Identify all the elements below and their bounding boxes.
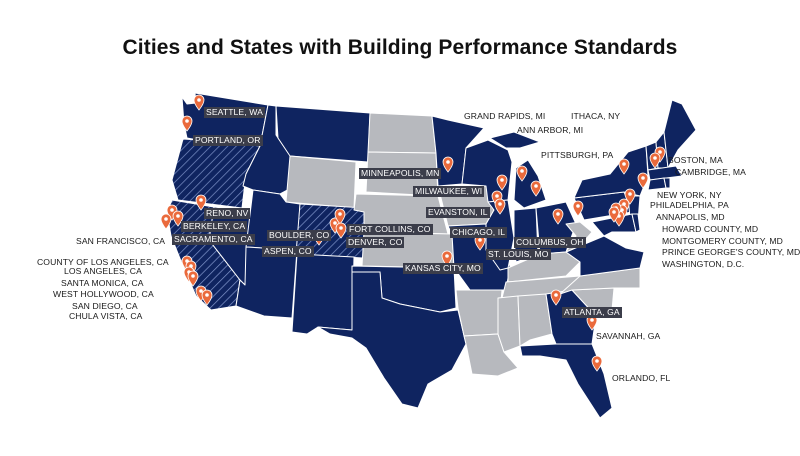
label-ann-arbor: ANN ARBOR, MI [517, 125, 584, 135]
pin-minneapolis [442, 156, 454, 173]
pin-milwaukee [496, 174, 508, 191]
pin-seattle [193, 94, 205, 111]
label-grand-rapids: GRAND RAPIDS, MI [464, 111, 546, 121]
state-florida [519, 343, 613, 419]
pin-st-louis [474, 234, 486, 251]
label-berkeley: BERKELEY, CA [181, 221, 248, 232]
label-los-angeles: LOS ANGELES, CA [64, 266, 142, 276]
label-san-francisco: SAN FRANCISCO, CA [76, 236, 166, 246]
label-cambridge: CAMBRIDGE, MA [675, 167, 747, 177]
label-reno: RENO, NV [204, 208, 251, 219]
pin-columbus [552, 208, 564, 225]
label-la-county: COUNTY OF LOS ANGELES, CA [37, 257, 169, 267]
pins-layer [160, 94, 666, 372]
label-philadelphia: PHILADELPHIA, PA [650, 200, 729, 210]
label-milwaukee: MILWAUKEE, WI [413, 186, 485, 197]
pin-denver [335, 222, 347, 239]
pin-new-york [637, 172, 649, 189]
label-fort-collins: FORT COLLINS, CO [347, 224, 433, 235]
pin-cambridge [649, 152, 661, 169]
label-new-york: NEW YORK, NY [657, 190, 722, 200]
label-montgomery-county: MONTGOMERY COUNTY, MD [662, 236, 783, 246]
pin-chula-vista [201, 289, 213, 306]
pin-fort-collins [334, 208, 346, 225]
state-new-mexico [291, 253, 355, 335]
pin-pittsburgh [572, 200, 584, 217]
pin-ann-arbor [530, 180, 542, 197]
pin-atlanta [550, 289, 562, 306]
label-boulder: BOULDER, CO [267, 230, 332, 241]
label-pittsburgh: PITTSBURGH, PA [541, 150, 614, 160]
label-sacramento: SACRAMENTO, CA [172, 234, 255, 245]
map-title: Cities and States with Building Performa… [122, 36, 678, 59]
pin-sacramento [172, 210, 184, 227]
state-montana [275, 105, 371, 163]
label-prince-georges: PRINCE GEORGE'S COUNTY, MD [662, 247, 800, 257]
label-chicago: CHICAGO, IL [450, 227, 508, 238]
label-minneapolis: MINNEAPOLIS, MN [359, 168, 442, 179]
state-delaware [631, 213, 641, 233]
label-boston: BOSTON, MA [668, 155, 723, 165]
pin-grand-rapids [516, 165, 528, 182]
label-seattle: SEATTLE, WA [204, 107, 265, 118]
pin-west-hollywood [187, 270, 199, 287]
label-annapolis: ANNAPOLIS, MD [656, 212, 725, 222]
label-ithaca: ITHACA, NY [571, 111, 621, 121]
state-alabama [517, 293, 553, 347]
pin-ithaca [618, 158, 630, 175]
state-wyoming [285, 155, 357, 209]
pin-portland [181, 115, 193, 132]
label-aspen: ASPEN, CO [262, 246, 314, 257]
state-rhode-island [663, 177, 671, 189]
label-columbus: COLUMBUS, OH [514, 237, 586, 248]
label-atlanta: ATLANTA, GA [562, 307, 622, 318]
state-michigan-up [489, 131, 541, 149]
state-mississippi [497, 295, 521, 353]
label-kansas-city: KANSAS CITY, MO [403, 263, 483, 274]
label-chula-vista: CHULA VISTA, CA [69, 311, 143, 321]
label-evanston: EVANSTON, IL [426, 207, 490, 218]
label-portland: PORTLAND, OR [193, 135, 263, 146]
state-north-dakota [367, 112, 437, 154]
pin-washington-dc [608, 206, 620, 223]
label-west-hollywood: WEST HOLLYWOOD, CA [53, 289, 154, 299]
state-texas [317, 271, 467, 409]
label-santa-monica: SANTA MONICA, CA [61, 278, 144, 288]
label-san-diego: SAN DIEGO, CA [72, 301, 138, 311]
label-denver: DENVER, CO [346, 237, 405, 248]
label-washington-dc: WASHINGTON, D.C. [662, 259, 745, 269]
state-massachusetts [647, 165, 683, 181]
state-arkansas [455, 289, 503, 337]
pin-reno [195, 194, 207, 211]
state-connecticut [647, 177, 667, 191]
label-howard-county: HOWARD COUNTY, MD [662, 224, 759, 234]
pin-kansas-city [441, 250, 453, 267]
label-savannah: SAVANNAH, GA [596, 331, 661, 341]
pin-san-francisco [160, 213, 172, 230]
label-st-louis: ST. LOUIS, MO [486, 249, 551, 260]
label-orlando: ORLANDO, FL [612, 373, 671, 383]
pin-chicago [494, 198, 506, 215]
pin-orlando [591, 355, 603, 372]
